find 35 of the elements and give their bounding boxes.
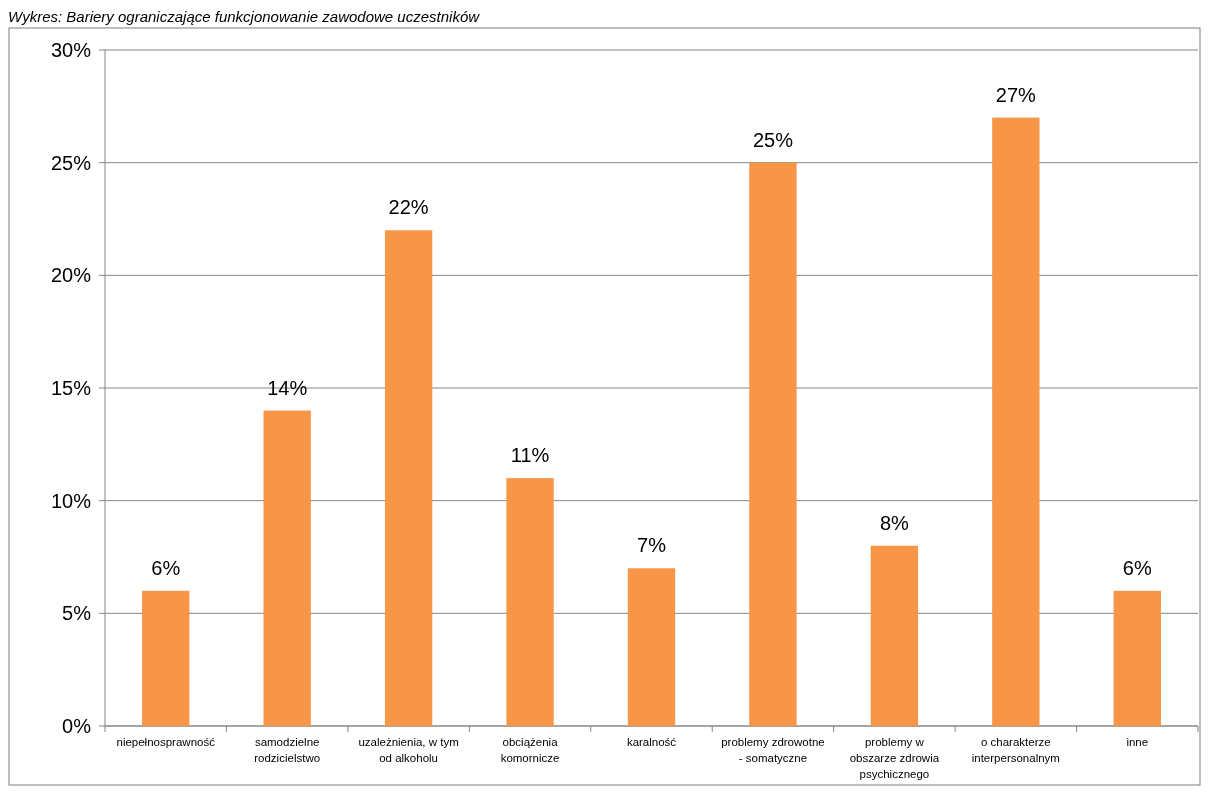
- x-tick-label: inne: [1126, 736, 1149, 748]
- bar: [506, 478, 554, 726]
- data-label: 6%: [151, 556, 181, 579]
- x-tick-label: karalność: [626, 736, 677, 748]
- bar: [1113, 590, 1161, 726]
- bar: [870, 545, 919, 726]
- x-tick-label: problemy zdrowotne - somatyczne: [721, 736, 825, 764]
- y-tick-label: 0%: [62, 715, 92, 737]
- bar: [263, 410, 311, 726]
- y-tick-label: 15%: [50, 377, 92, 399]
- x-tick-label: niepełnosprawność: [116, 736, 216, 748]
- x-tick-label: o charakterze interpersonalnym: [971, 736, 1060, 764]
- data-label: 6%: [1122, 556, 1152, 579]
- data-label: 14%: [267, 376, 308, 399]
- bar: [749, 162, 797, 726]
- bar: [992, 117, 1040, 726]
- x-tick-label: problemy w obszarze zdrowia psychicznego: [849, 736, 940, 780]
- data-label: 11%: [510, 444, 550, 467]
- y-tick-label: 30%: [50, 39, 92, 61]
- data-label: 27%: [995, 83, 1037, 106]
- data-label: 22%: [388, 196, 429, 219]
- y-tick-label: 20%: [50, 264, 92, 287]
- bar: [384, 230, 433, 726]
- data-label: 7%: [637, 534, 667, 557]
- x-tick-label: samodzielne rodzicielstwo: [254, 736, 321, 764]
- x-tick-label: obciążenia komornicze: [500, 736, 560, 764]
- x-tick-label: uzależnienia, w tym od alkoholu: [358, 736, 459, 764]
- data-label: 8%: [879, 511, 910, 534]
- bar: [142, 590, 190, 726]
- data-label: 25%: [752, 128, 794, 151]
- y-tick-label: 25%: [50, 151, 92, 174]
- bar: [627, 568, 676, 726]
- y-tick-label: 10%: [50, 489, 92, 512]
- y-tick-label: 5%: [62, 602, 92, 625]
- chart-title: Wykres: Bariery ograniczające funkcjonowanie zawodowe uczestników: [8, 8, 481, 25]
